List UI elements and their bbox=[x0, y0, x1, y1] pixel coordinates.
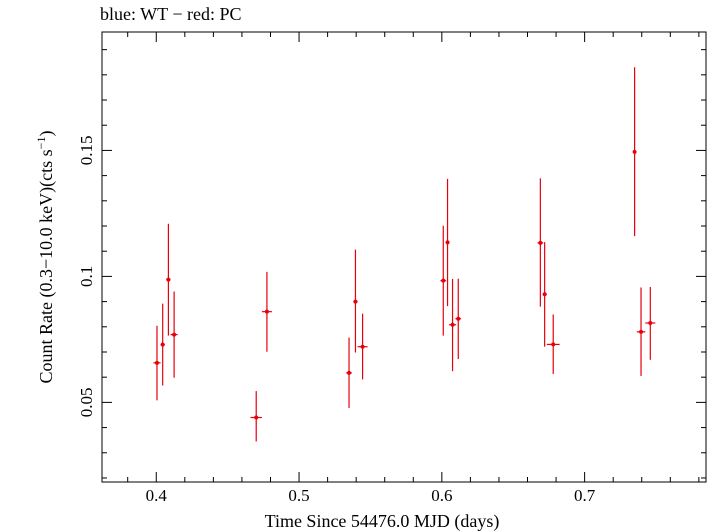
data-point bbox=[455, 278, 462, 360]
plot-border bbox=[101, 31, 707, 483]
x-axis-label: Time Since 54476.0 MJD (days) bbox=[265, 511, 500, 532]
y-tick-label: 0.1 bbox=[77, 266, 96, 287]
y-axis-label: Count Rate (0.3−10.0 keV)(cts s−1) bbox=[34, 131, 57, 384]
data-point bbox=[546, 314, 560, 374]
data-marker bbox=[360, 344, 365, 349]
data-point bbox=[645, 286, 656, 360]
x-tick-label: 0.5 bbox=[288, 486, 309, 505]
data-point bbox=[353, 249, 358, 353]
data-marker bbox=[542, 292, 547, 297]
data-points bbox=[153, 67, 656, 442]
data-marker bbox=[264, 309, 269, 314]
data-marker bbox=[648, 321, 653, 326]
data-point bbox=[250, 391, 262, 442]
data-point bbox=[537, 178, 544, 307]
data-marker bbox=[445, 240, 450, 245]
data-point bbox=[153, 325, 161, 401]
y-tick-label: 0.05 bbox=[77, 388, 96, 418]
data-point bbox=[440, 225, 447, 336]
plot-frame bbox=[101, 31, 707, 483]
data-point bbox=[632, 67, 637, 237]
data-marker bbox=[456, 316, 461, 321]
data-point bbox=[170, 291, 178, 378]
data-marker bbox=[639, 329, 644, 334]
data-point bbox=[346, 337, 352, 408]
axis-ticks bbox=[102, 32, 706, 482]
data-marker bbox=[154, 360, 159, 365]
data-marker bbox=[538, 240, 543, 245]
data-marker bbox=[254, 415, 259, 420]
chart-title: blue: WT − red: PC bbox=[100, 4, 242, 24]
data-point bbox=[448, 278, 457, 372]
data-marker bbox=[450, 322, 455, 327]
data-marker bbox=[347, 370, 352, 375]
x-tick-label: 0.7 bbox=[574, 486, 596, 505]
data-marker bbox=[160, 342, 165, 347]
x-tick-label: 0.4 bbox=[146, 486, 168, 505]
data-marker bbox=[441, 278, 446, 283]
data-point bbox=[160, 303, 165, 386]
data-marker bbox=[172, 332, 177, 337]
axis-labels: 0.4 0.5 0.6 0.7 0.05 0.1 0.15 Time Since 54476.… bbox=[34, 131, 596, 532]
y-tick-label: 0.15 bbox=[77, 136, 96, 166]
data-point bbox=[166, 223, 171, 336]
data-point bbox=[357, 313, 368, 380]
data-marker bbox=[632, 149, 637, 154]
data-marker bbox=[353, 299, 358, 304]
data-point bbox=[542, 242, 547, 347]
data-point bbox=[445, 178, 450, 307]
x-tick-label: 0.6 bbox=[431, 486, 452, 505]
data-point bbox=[261, 271, 272, 352]
data-point bbox=[636, 287, 646, 376]
data-marker bbox=[166, 277, 171, 282]
data-marker bbox=[551, 342, 556, 347]
